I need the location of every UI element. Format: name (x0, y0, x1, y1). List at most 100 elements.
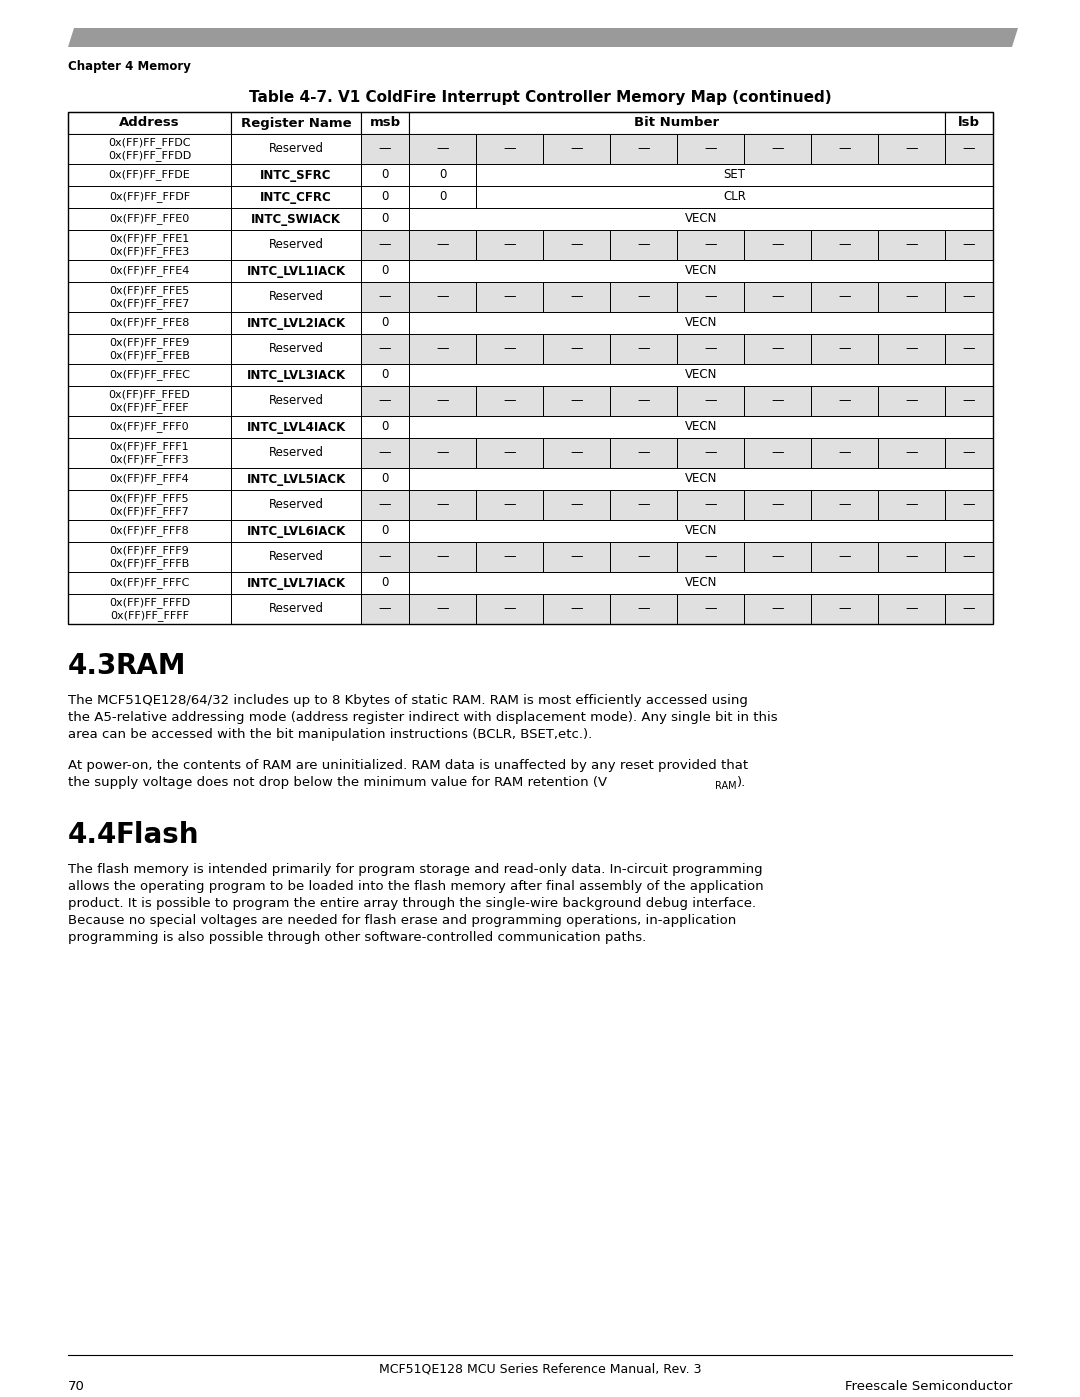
Text: —: — (637, 291, 650, 303)
Text: Freescale Semiconductor: Freescale Semiconductor (845, 1380, 1012, 1393)
Bar (543, 134, 610, 163)
Text: CLR: CLR (724, 190, 746, 204)
Bar (945, 134, 993, 163)
Text: 0x(FF)FF_FFE5: 0x(FF)FF_FFE5 (109, 285, 190, 296)
Text: —: — (503, 602, 516, 616)
Bar (744, 334, 811, 365)
Bar (945, 542, 993, 571)
Bar (231, 594, 361, 624)
Text: —: — (905, 394, 918, 408)
Text: —: — (771, 550, 784, 563)
Text: —: — (704, 602, 717, 616)
Bar (231, 134, 361, 163)
Bar (361, 334, 409, 365)
Text: —: — (704, 394, 717, 408)
Text: —: — (905, 499, 918, 511)
Bar (409, 571, 993, 594)
Bar (361, 186, 409, 208)
Bar (543, 334, 610, 365)
Text: —: — (379, 239, 391, 251)
Text: —: — (905, 142, 918, 155)
Text: 0x(FF)FF_FFFD: 0x(FF)FF_FFFD (109, 598, 190, 609)
Text: —: — (570, 394, 583, 408)
Bar (744, 439, 811, 468)
Text: 0: 0 (381, 369, 389, 381)
Text: —: — (962, 447, 975, 460)
Bar (409, 386, 476, 416)
Bar (878, 231, 945, 260)
Text: —: — (771, 602, 784, 616)
Text: —: — (962, 602, 975, 616)
Bar (361, 571, 409, 594)
Bar (476, 134, 543, 163)
Text: —: — (704, 291, 717, 303)
Bar (811, 542, 878, 571)
Text: 0: 0 (381, 577, 389, 590)
Text: 0x(FF)FF_FFE0: 0x(FF)FF_FFE0 (109, 214, 190, 225)
Text: 0x(FF)FF_FFE3: 0x(FF)FF_FFE3 (109, 246, 190, 257)
Bar (811, 439, 878, 468)
Text: —: — (503, 499, 516, 511)
Text: 0x(FF)FF_FFF3: 0x(FF)FF_FFF3 (110, 454, 189, 465)
Bar (231, 186, 361, 208)
Bar (878, 439, 945, 468)
Text: —: — (771, 239, 784, 251)
Bar (409, 439, 476, 468)
Text: —: — (570, 342, 583, 355)
Bar (878, 134, 945, 163)
Text: VECN: VECN (685, 524, 717, 538)
Bar (610, 134, 677, 163)
Text: 0x(FF)FF_FFF0: 0x(FF)FF_FFF0 (110, 422, 189, 433)
Bar (68, 112, 993, 624)
Text: Reserved: Reserved (269, 239, 324, 251)
Bar (231, 312, 361, 334)
Text: —: — (436, 499, 449, 511)
Text: —: — (570, 550, 583, 563)
Bar (811, 334, 878, 365)
Bar (677, 134, 744, 163)
Text: —: — (838, 602, 851, 616)
Bar (945, 334, 993, 365)
Text: Reserved: Reserved (269, 602, 324, 616)
Bar (476, 231, 543, 260)
Bar (409, 282, 476, 312)
Bar (361, 208, 409, 231)
Text: —: — (637, 447, 650, 460)
Text: —: — (771, 447, 784, 460)
Text: INTC_LVL5IACK: INTC_LVL5IACK (246, 472, 346, 486)
Text: Address: Address (119, 116, 179, 130)
Bar (945, 439, 993, 468)
Bar (610, 334, 677, 365)
Text: the supply voltage does not drop below the minimum value for RAM retention (V: the supply voltage does not drop below t… (68, 775, 607, 789)
Bar (476, 542, 543, 571)
Bar (409, 594, 476, 624)
Bar (744, 282, 811, 312)
Text: —: — (905, 602, 918, 616)
Bar (68, 186, 231, 208)
Text: Because no special voltages are needed for flash erase and programming operation: Because no special voltages are needed f… (68, 914, 737, 928)
Bar (409, 208, 993, 231)
Text: —: — (436, 550, 449, 563)
Text: 0: 0 (438, 169, 446, 182)
Text: —: — (838, 550, 851, 563)
Text: INTC_CFRC: INTC_CFRC (260, 190, 332, 204)
Bar (945, 386, 993, 416)
Bar (231, 386, 361, 416)
Text: —: — (379, 394, 391, 408)
Text: VECN: VECN (685, 317, 717, 330)
Text: —: — (637, 550, 650, 563)
Text: The MCF51QE128/64/32 includes up to 8 Kbytes of static RAM. RAM is most efficien: The MCF51QE128/64/32 includes up to 8 Kb… (68, 694, 747, 707)
Bar (811, 134, 878, 163)
Bar (476, 163, 993, 186)
Bar (945, 112, 993, 134)
Text: 0x(FF)FF_FFFC: 0x(FF)FF_FFFC (109, 577, 190, 588)
Text: —: — (962, 499, 975, 511)
Bar (543, 282, 610, 312)
Bar (610, 542, 677, 571)
Text: lsb: lsb (958, 116, 980, 130)
Bar (811, 282, 878, 312)
Bar (231, 231, 361, 260)
Text: 0x(FF)FF_FFDD: 0x(FF)FF_FFDD (108, 149, 191, 161)
Text: —: — (570, 142, 583, 155)
Bar (68, 334, 231, 365)
